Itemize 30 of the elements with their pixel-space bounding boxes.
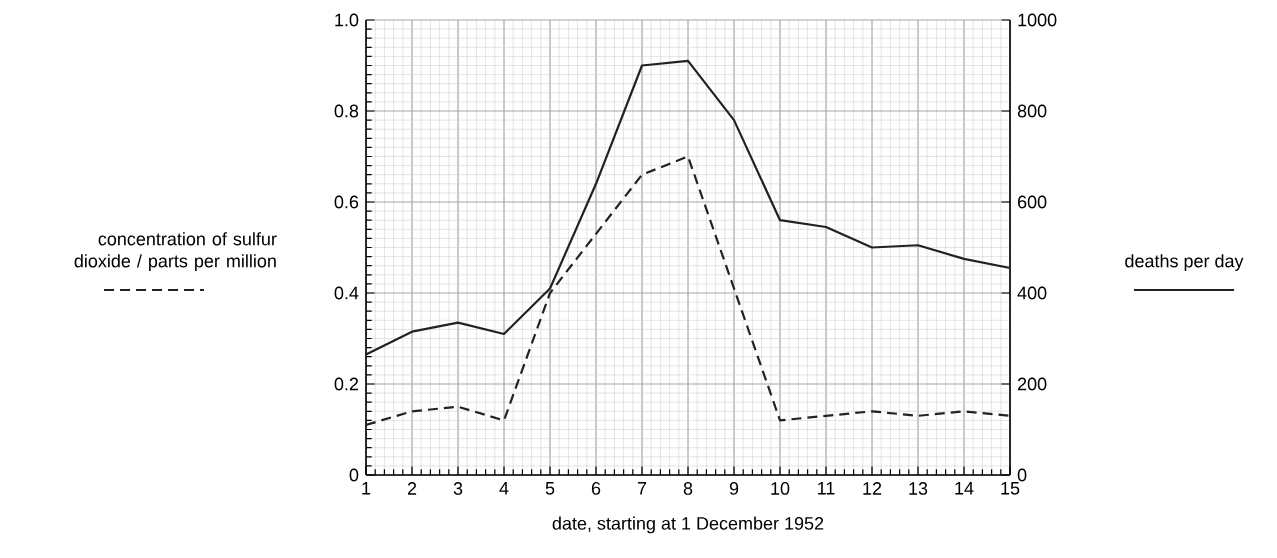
x-tick-label: 12 <box>863 482 882 495</box>
y-tick-label: 0 <box>349 468 359 482</box>
x-tick-label: 1 <box>362 482 371 495</box>
y2-tick-label: 800 <box>1017 104 1047 118</box>
y2-tick-label: 1000 <box>1018 13 1057 27</box>
y-tick-label: 0.2 <box>334 377 359 391</box>
x-tick-label: 6 <box>591 482 601 495</box>
x-tick-label: 10 <box>771 482 790 495</box>
x-tick-label: 9 <box>729 482 739 495</box>
x-tick-label: 4 <box>499 482 509 495</box>
y-tick-label: 0.6 <box>334 195 359 209</box>
y2-tick-label: 200 <box>1017 377 1047 391</box>
x-tick-label: 8 <box>683 482 693 495</box>
y-axis-title: concentration of sulfur dioxide / parts per million <box>74 232 277 271</box>
y-tick-label: 0.4 <box>334 286 359 300</box>
x-tick-label: 3 <box>453 482 463 495</box>
x-tick-label: 2 <box>407 482 417 495</box>
x-tick-label: 7 <box>637 482 647 495</box>
y2-tick-label: 600 <box>1017 195 1047 209</box>
x-tick-label: 5 <box>545 482 555 495</box>
y2-axis-title: deaths per day <box>1125 254 1244 271</box>
x-tick-label: 14 <box>955 482 974 495</box>
x-tick-label: 11 <box>818 482 835 495</box>
x-tick-label: 13 <box>909 482 928 495</box>
x-tick-label: 15 <box>1001 482 1020 495</box>
y-tick-label: 1.0 <box>335 13 359 27</box>
x-axis-title: date, starting at 1 December 1952 <box>552 516 824 534</box>
y-tick-label: 0.8 <box>334 104 359 118</box>
y2-tick-label: 400 <box>1017 286 1047 300</box>
y2-tick-label: 0 <box>1017 468 1027 482</box>
